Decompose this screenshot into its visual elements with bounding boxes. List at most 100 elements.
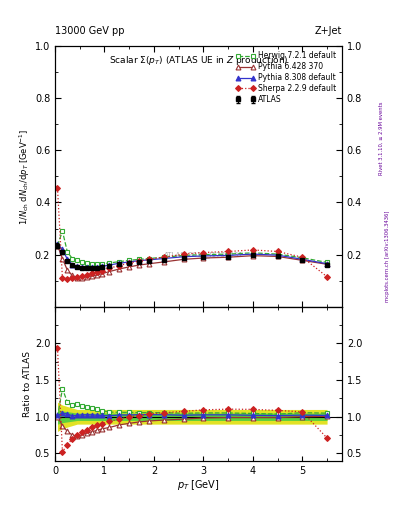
Text: Rivet 3.1.10, ≥ 2.9M events: Rivet 3.1.10, ≥ 2.9M events bbox=[379, 101, 384, 175]
Sherpa 2.2.9 default bbox=[250, 247, 255, 253]
Pythia 6.428 370 bbox=[162, 259, 166, 265]
Pythia 6.428 370 bbox=[85, 274, 90, 280]
Pythia 6.428 370 bbox=[201, 255, 206, 261]
Pythia 8.308 default bbox=[325, 261, 329, 267]
Herwig 7.2.1 default bbox=[117, 259, 122, 265]
Sherpa 2.2.9 default bbox=[65, 275, 70, 282]
Pythia 8.308 default bbox=[55, 241, 60, 247]
Herwig 7.2.1 default bbox=[107, 260, 112, 266]
Text: Scalar $\Sigma(p_T)$ (ATLAS UE in $Z$ production): Scalar $\Sigma(p_T)$ (ATLAS UE in $Z$ pr… bbox=[109, 54, 288, 67]
Sherpa 2.2.9 default bbox=[325, 274, 329, 280]
Pythia 8.308 default bbox=[137, 258, 141, 264]
Pythia 8.308 default bbox=[100, 263, 105, 269]
Pythia 8.308 default bbox=[127, 259, 132, 265]
Sherpa 2.2.9 default bbox=[137, 258, 141, 264]
Line: Pythia 8.308 default: Pythia 8.308 default bbox=[55, 242, 329, 270]
Sherpa 2.2.9 default bbox=[55, 185, 60, 191]
Herwig 7.2.1 default bbox=[75, 258, 80, 264]
Sherpa 2.2.9 default bbox=[90, 270, 94, 276]
Sherpa 2.2.9 default bbox=[127, 260, 132, 266]
Herwig 7.2.1 default bbox=[201, 251, 206, 258]
Pythia 6.428 370 bbox=[127, 264, 132, 270]
Sherpa 2.2.9 default bbox=[201, 249, 206, 255]
Sherpa 2.2.9 default bbox=[117, 263, 122, 269]
Pythia 6.428 370 bbox=[75, 274, 80, 281]
Herwig 7.2.1 default bbox=[100, 261, 105, 267]
Pythia 8.308 default bbox=[65, 256, 70, 262]
Herwig 7.2.1 default bbox=[137, 256, 141, 262]
Pythia 6.428 370 bbox=[107, 268, 112, 274]
Y-axis label: Ratio to ATLAS: Ratio to ATLAS bbox=[23, 351, 32, 417]
Herwig 7.2.1 default bbox=[60, 228, 65, 234]
Pythia 8.308 default bbox=[250, 251, 255, 257]
Pythia 6.428 370 bbox=[55, 242, 60, 248]
Pythia 6.428 370 bbox=[226, 254, 231, 260]
Herwig 7.2.1 default bbox=[325, 260, 329, 266]
Herwig 7.2.1 default bbox=[90, 261, 94, 267]
Y-axis label: $1/N_\mathrm{ch}\;\mathrm{d}N_\mathrm{ch}/\mathrm{d}p_T\;[\mathrm{GeV}^{-1}]$: $1/N_\mathrm{ch}\;\mathrm{d}N_\mathrm{ch… bbox=[18, 128, 32, 225]
Herwig 7.2.1 default bbox=[127, 258, 132, 264]
Herwig 7.2.1 default bbox=[181, 252, 186, 259]
Line: Herwig 7.2.1 default: Herwig 7.2.1 default bbox=[55, 229, 329, 266]
Herwig 7.2.1 default bbox=[226, 251, 231, 257]
Sherpa 2.2.9 default bbox=[300, 254, 305, 260]
Pythia 8.308 default bbox=[226, 252, 231, 259]
Herwig 7.2.1 default bbox=[95, 261, 99, 267]
Pythia 6.428 370 bbox=[250, 252, 255, 259]
Pythia 8.308 default bbox=[75, 263, 80, 269]
Sherpa 2.2.9 default bbox=[85, 272, 90, 278]
Sherpa 2.2.9 default bbox=[80, 273, 84, 279]
Pythia 8.308 default bbox=[70, 262, 75, 268]
Legend: Herwig 7.2.1 default, Pythia 6.428 370, Pythia 8.308 default, Sherpa 2.2.9 defau: Herwig 7.2.1 default, Pythia 6.428 370, … bbox=[235, 50, 338, 105]
Herwig 7.2.1 default bbox=[55, 242, 60, 248]
Pythia 6.428 370 bbox=[275, 253, 280, 260]
Pythia 8.308 default bbox=[162, 255, 166, 262]
Pythia 8.308 default bbox=[300, 256, 305, 262]
Line: Pythia 6.428 370: Pythia 6.428 370 bbox=[55, 243, 329, 280]
Pythia 8.308 default bbox=[275, 252, 280, 258]
Herwig 7.2.1 default bbox=[80, 260, 84, 266]
Pythia 6.428 370 bbox=[137, 262, 141, 268]
Pythia 6.428 370 bbox=[60, 255, 65, 262]
Text: mcplots.cern.ch [arXiv:1306.3436]: mcplots.cern.ch [arXiv:1306.3436] bbox=[385, 210, 389, 302]
Sherpa 2.2.9 default bbox=[75, 274, 80, 280]
Pythia 8.308 default bbox=[85, 264, 90, 270]
Pythia 6.428 370 bbox=[100, 270, 105, 276]
Pythia 8.308 default bbox=[95, 264, 99, 270]
Pythia 6.428 370 bbox=[147, 261, 151, 267]
Herwig 7.2.1 default bbox=[300, 254, 305, 261]
Pythia 8.308 default bbox=[60, 246, 65, 252]
Pythia 6.428 370 bbox=[181, 256, 186, 262]
Pythia 8.308 default bbox=[117, 260, 122, 266]
Herwig 7.2.1 default bbox=[250, 250, 255, 256]
Herwig 7.2.1 default bbox=[70, 255, 75, 262]
Pythia 6.428 370 bbox=[117, 266, 122, 272]
Herwig 7.2.1 default bbox=[162, 254, 166, 260]
Pythia 8.308 default bbox=[80, 264, 84, 270]
Pythia 8.308 default bbox=[90, 264, 94, 270]
Herwig 7.2.1 default bbox=[65, 249, 70, 255]
Pythia 6.428 370 bbox=[65, 267, 70, 273]
Pythia 8.308 default bbox=[107, 262, 112, 268]
Pythia 6.428 370 bbox=[300, 258, 305, 264]
Line: Sherpa 2.2.9 default: Sherpa 2.2.9 default bbox=[55, 186, 329, 281]
Sherpa 2.2.9 default bbox=[70, 274, 75, 281]
Sherpa 2.2.9 default bbox=[162, 254, 166, 260]
X-axis label: $p_T\;[\mathrm{GeV}]$: $p_T\;[\mathrm{GeV}]$ bbox=[177, 478, 220, 493]
Herwig 7.2.1 default bbox=[147, 255, 151, 262]
Pythia 8.308 default bbox=[201, 253, 206, 259]
Sherpa 2.2.9 default bbox=[100, 268, 105, 274]
Pythia 6.428 370 bbox=[70, 272, 75, 279]
Text: Z+Jet: Z+Jet bbox=[314, 26, 342, 36]
Pythia 8.308 default bbox=[181, 253, 186, 260]
Text: 13000 GeV pp: 13000 GeV pp bbox=[55, 26, 125, 36]
Sherpa 2.2.9 default bbox=[226, 248, 231, 254]
Pythia 6.428 370 bbox=[90, 273, 94, 279]
Pythia 6.428 370 bbox=[325, 261, 329, 267]
Pythia 6.428 370 bbox=[80, 274, 84, 281]
Pythia 6.428 370 bbox=[95, 272, 99, 278]
Herwig 7.2.1 default bbox=[85, 260, 90, 266]
Herwig 7.2.1 default bbox=[275, 251, 280, 257]
Pythia 8.308 default bbox=[147, 257, 151, 263]
Sherpa 2.2.9 default bbox=[275, 248, 280, 254]
